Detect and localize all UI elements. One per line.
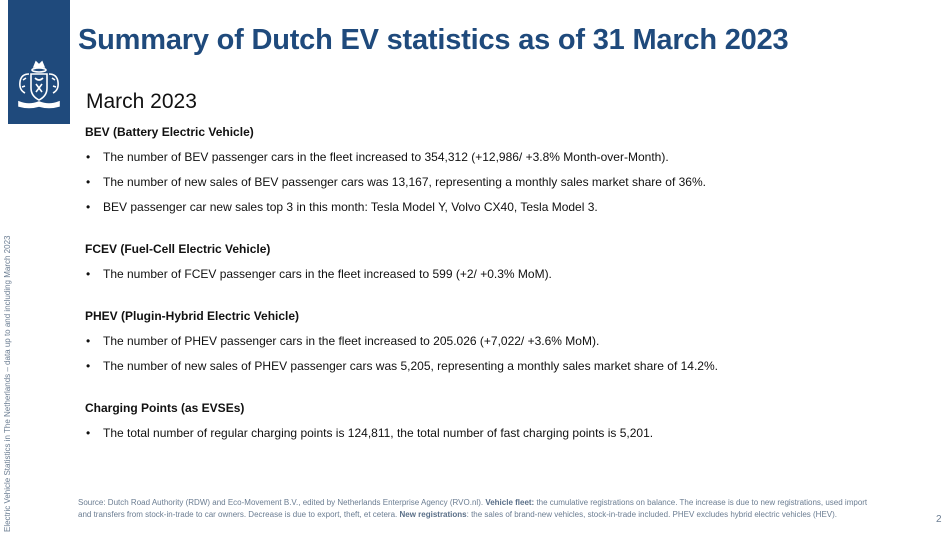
section-heading: PHEV (Plugin-Hybrid Electric Vehicle) <box>85 309 300 323</box>
summary-content: BEV (Battery Electric Vehicle) The numbe… <box>85 124 905 441</box>
section-bev: BEV (Battery Electric Vehicle) The numbe… <box>85 124 905 215</box>
footnote-fleet-text: the cumulative registrations on balance.… <box>78 498 868 519</box>
bullet-item: BEV passenger car new sales top 3 in thi… <box>85 199 905 215</box>
section-heading: FCEV (Fuel-Cell Electric Vehicle) <box>85 242 271 256</box>
section-fcev: FCEV (Fuel-Cell Electric Vehicle) The nu… <box>85 241 905 282</box>
bullet-item: The number of new sales of PHEV passenge… <box>85 358 905 374</box>
bullet-item: The number of new sales of BEV passenger… <box>85 174 905 190</box>
section-heading: BEV (Battery Electric Vehicle) <box>85 125 254 139</box>
footnote-registrations-text: : the sales of brand-new vehicles, stock… <box>466 510 838 519</box>
government-logo-bar <box>8 0 70 124</box>
bullet-item: The total number of regular charging poi… <box>85 425 905 441</box>
vertical-side-note: Electric Vehicle Statistics in The Nethe… <box>3 235 12 532</box>
source-footnote: Source: Dutch Road Authority (RDW) and E… <box>78 497 868 521</box>
page-number: 2 <box>936 514 942 525</box>
bullet-item: The number of PHEV passenger cars in the… <box>85 333 905 349</box>
bullet-item: The number of BEV passenger cars in the … <box>85 149 905 165</box>
coat-of-arms-icon <box>18 60 60 109</box>
bullet-item: The number of FCEV passenger cars in the… <box>85 266 905 282</box>
section-phev: PHEV (Plugin-Hybrid Electric Vehicle) Th… <box>85 308 905 374</box>
footnote-registrations-label: New registrations <box>399 510 467 519</box>
footnote-source: Source: Dutch Road Authority (RDW) and E… <box>78 498 486 507</box>
section-heading: Charging Points (as EVSEs) <box>85 401 245 415</box>
footnote-fleet-label: Vehicle fleet: <box>485 498 535 507</box>
page-title: Summary of Dutch EV statistics as of 31 … <box>78 24 789 56</box>
section-charging-points: Charging Points (as EVSEs) The total num… <box>85 400 905 441</box>
period-subtitle: March 2023 <box>86 90 197 113</box>
